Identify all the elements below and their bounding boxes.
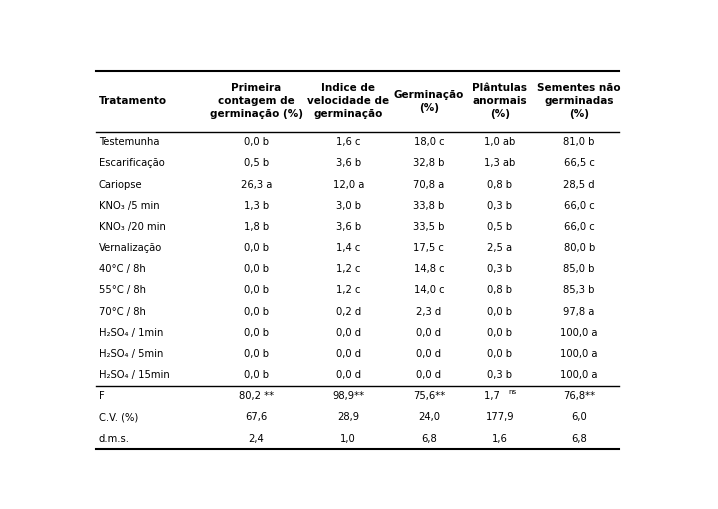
Text: 0,2 d: 0,2 d <box>335 306 361 317</box>
Text: 1,0: 1,0 <box>340 434 356 443</box>
Text: 0,0 d: 0,0 d <box>416 370 442 380</box>
Text: 1,6: 1,6 <box>492 434 508 443</box>
Text: 76,8**: 76,8** <box>563 391 595 401</box>
Text: 0,0 b: 0,0 b <box>488 306 513 317</box>
Text: 0,0 d: 0,0 d <box>335 370 360 380</box>
Text: 66,0 c: 66,0 c <box>564 201 595 211</box>
Text: H₂SO₄ / 1min: H₂SO₄ / 1min <box>98 328 163 337</box>
Text: Escarificação: Escarificação <box>98 158 164 168</box>
Text: 0,0 b: 0,0 b <box>244 286 269 295</box>
Text: 0,0 b: 0,0 b <box>244 137 269 147</box>
Text: 66,0 c: 66,0 c <box>564 222 595 232</box>
Text: 80,2 **: 80,2 ** <box>239 391 274 401</box>
Text: 3,0 b: 3,0 b <box>336 201 360 211</box>
Text: H₂SO₄ / 15min: H₂SO₄ / 15min <box>98 370 169 380</box>
Text: 55°C / 8h: 55°C / 8h <box>98 286 146 295</box>
Text: 0,0 b: 0,0 b <box>244 328 269 337</box>
Text: H₂SO₄ / 5min: H₂SO₄ / 5min <box>98 349 163 359</box>
Text: 0,0 d: 0,0 d <box>416 328 442 337</box>
Text: 1,4 c: 1,4 c <box>336 243 360 253</box>
Text: 0,0 b: 0,0 b <box>244 264 269 274</box>
Text: 0,0 b: 0,0 b <box>488 328 513 337</box>
Text: F: F <box>98 391 104 401</box>
Text: Primeira
contagem de
germinação (%): Primeira contagem de germinação (%) <box>210 83 303 119</box>
Text: 3,6 b: 3,6 b <box>335 158 360 168</box>
Text: 98,9**: 98,9** <box>332 391 364 401</box>
Text: 17,5 c: 17,5 c <box>414 243 444 253</box>
Text: 14,8 c: 14,8 c <box>414 264 444 274</box>
Text: 0,0 b: 0,0 b <box>244 306 269 317</box>
Text: 14,0 c: 14,0 c <box>414 286 444 295</box>
Text: 0,5 b: 0,5 b <box>244 158 269 168</box>
Text: 24,0: 24,0 <box>418 412 440 422</box>
Text: 3,6 b: 3,6 b <box>335 222 360 232</box>
Text: 0,0 d: 0,0 d <box>416 349 442 359</box>
Text: 2,4: 2,4 <box>248 434 264 443</box>
Text: 70°C / 8h: 70°C / 8h <box>98 306 146 317</box>
Text: 2,3 d: 2,3 d <box>416 306 442 317</box>
Text: 6,8: 6,8 <box>421 434 437 443</box>
Text: 0,0 d: 0,0 d <box>335 328 360 337</box>
Text: 2,5 a: 2,5 a <box>488 243 513 253</box>
Text: 26,3 a: 26,3 a <box>241 180 272 189</box>
Text: Tratamento: Tratamento <box>98 96 167 106</box>
Text: 0,3 b: 0,3 b <box>488 201 513 211</box>
Text: 1,3 ab: 1,3 ab <box>484 158 516 168</box>
Text: 100,0 a: 100,0 a <box>560 370 598 380</box>
Text: 0,0 b: 0,0 b <box>244 370 269 380</box>
Text: 85,3 b: 85,3 b <box>564 286 595 295</box>
Text: 1,8 b: 1,8 b <box>244 222 269 232</box>
Text: 32,8 b: 32,8 b <box>414 158 444 168</box>
Text: 66,5 c: 66,5 c <box>564 158 595 168</box>
Text: 1,7: 1,7 <box>484 391 503 401</box>
Text: 100,0 a: 100,0 a <box>560 349 598 359</box>
Text: 0,0 b: 0,0 b <box>488 349 513 359</box>
Text: KNO₃ /5 min: KNO₃ /5 min <box>98 201 159 211</box>
Text: 70,8 a: 70,8 a <box>414 180 444 189</box>
Text: Cariopse: Cariopse <box>98 180 142 189</box>
Text: 0,3 b: 0,3 b <box>488 264 513 274</box>
Text: Germinação
(%): Germinação (%) <box>393 90 464 112</box>
Text: Vernalização: Vernalização <box>98 243 162 253</box>
Text: ns: ns <box>508 389 516 395</box>
Text: 33,8 b: 33,8 b <box>414 201 444 211</box>
Text: 1,2 c: 1,2 c <box>336 286 360 295</box>
Text: 1,0 ab: 1,0 ab <box>484 137 516 147</box>
Text: 97,8 a: 97,8 a <box>564 306 595 317</box>
Text: 0,0 d: 0,0 d <box>335 349 360 359</box>
Text: Sementes não
germinadas
(%): Sementes não germinadas (%) <box>537 83 621 119</box>
Text: d.m.s.: d.m.s. <box>98 434 130 443</box>
Text: 1,3 b: 1,3 b <box>244 201 269 211</box>
Text: 85,0 b: 85,0 b <box>564 264 595 274</box>
Text: 40°C / 8h: 40°C / 8h <box>98 264 146 274</box>
Text: 177,9: 177,9 <box>485 412 514 422</box>
Text: 67,6: 67,6 <box>246 412 268 422</box>
Text: 28,5 d: 28,5 d <box>564 180 595 189</box>
Text: 0,5 b: 0,5 b <box>488 222 513 232</box>
Text: 0,8 b: 0,8 b <box>488 180 513 189</box>
Text: 1,2 c: 1,2 c <box>336 264 360 274</box>
Text: Plântulas
anormais
(%): Plântulas anormais (%) <box>472 83 527 119</box>
Text: 0,3 b: 0,3 b <box>488 370 513 380</box>
Text: 75,6**: 75,6** <box>413 391 445 401</box>
Text: 6,8: 6,8 <box>572 434 587 443</box>
Text: 80,0 b: 80,0 b <box>564 243 595 253</box>
Text: Testemunha: Testemunha <box>98 137 159 147</box>
Text: 0,0 b: 0,0 b <box>244 349 269 359</box>
Text: 1,6 c: 1,6 c <box>336 137 360 147</box>
Text: 0,0 b: 0,0 b <box>244 243 269 253</box>
Text: C.V. (%): C.V. (%) <box>98 412 138 422</box>
Text: KNO₃ /20 min: KNO₃ /20 min <box>98 222 166 232</box>
Text: 6,0: 6,0 <box>572 412 587 422</box>
Text: Indice de
velocidade de
germinação: Indice de velocidade de germinação <box>307 83 389 119</box>
Text: 100,0 a: 100,0 a <box>560 328 598 337</box>
Text: 81,0 b: 81,0 b <box>564 137 595 147</box>
Text: 12,0 a: 12,0 a <box>332 180 364 189</box>
Text: 0,8 b: 0,8 b <box>488 286 513 295</box>
Text: 18,0 c: 18,0 c <box>414 137 444 147</box>
Text: 28,9: 28,9 <box>337 412 359 422</box>
Text: 33,5 b: 33,5 b <box>414 222 444 232</box>
